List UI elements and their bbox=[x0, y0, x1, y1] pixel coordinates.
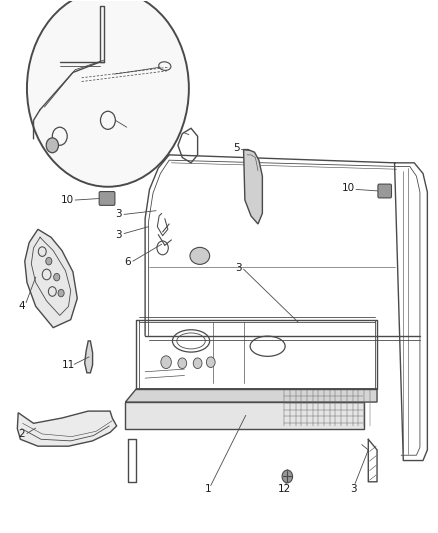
Circle shape bbox=[282, 470, 292, 483]
Circle shape bbox=[177, 358, 186, 368]
Circle shape bbox=[193, 358, 201, 368]
Text: 8: 8 bbox=[40, 136, 47, 147]
Polygon shape bbox=[25, 229, 77, 328]
Ellipse shape bbox=[190, 247, 209, 264]
Circle shape bbox=[206, 357, 215, 368]
Text: 8: 8 bbox=[41, 140, 48, 150]
Text: 1: 1 bbox=[205, 484, 212, 494]
Text: 12: 12 bbox=[277, 484, 290, 494]
Text: 11: 11 bbox=[62, 360, 75, 370]
Polygon shape bbox=[243, 150, 262, 224]
Polygon shape bbox=[125, 389, 376, 402]
Circle shape bbox=[58, 289, 64, 297]
Text: 10: 10 bbox=[341, 183, 354, 193]
Text: 5: 5 bbox=[232, 143, 239, 154]
Text: 7: 7 bbox=[176, 126, 182, 136]
Text: 3: 3 bbox=[349, 484, 356, 494]
Text: 2: 2 bbox=[18, 429, 25, 439]
Text: 3: 3 bbox=[114, 230, 121, 240]
Circle shape bbox=[160, 356, 171, 368]
Text: 10: 10 bbox=[60, 195, 74, 205]
Polygon shape bbox=[85, 341, 92, 373]
Text: 9: 9 bbox=[128, 124, 135, 134]
FancyBboxPatch shape bbox=[377, 184, 391, 198]
Text: 3: 3 bbox=[115, 209, 122, 220]
Text: 3: 3 bbox=[234, 263, 241, 273]
Circle shape bbox=[53, 273, 60, 281]
Circle shape bbox=[27, 0, 188, 187]
Polygon shape bbox=[125, 402, 363, 429]
FancyBboxPatch shape bbox=[99, 191, 115, 205]
Text: 9: 9 bbox=[125, 124, 131, 134]
Text: 6: 6 bbox=[124, 257, 131, 267]
Circle shape bbox=[46, 138, 58, 153]
Polygon shape bbox=[17, 411, 117, 446]
Text: 4: 4 bbox=[18, 301, 25, 311]
Circle shape bbox=[46, 257, 52, 265]
